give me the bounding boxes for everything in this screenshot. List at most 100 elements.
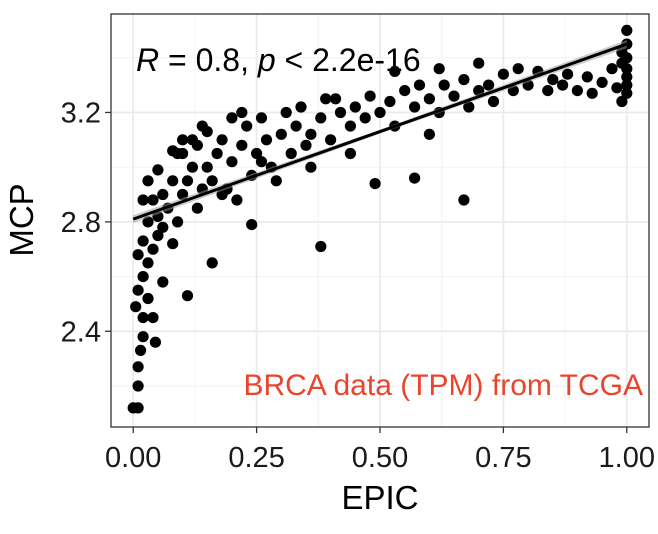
data-point (300, 139, 312, 151)
data-point (315, 240, 327, 253)
data-point (571, 85, 584, 97)
data-point (172, 216, 184, 228)
regression-line (132, 42, 628, 221)
data-point (135, 344, 147, 356)
data-point (344, 120, 356, 132)
data-point (596, 76, 608, 88)
data-point (611, 82, 623, 94)
data-point (423, 93, 435, 105)
data-point (137, 194, 149, 206)
data-points (127, 24, 633, 414)
data-point (206, 257, 218, 269)
data-point (409, 101, 421, 113)
data-point (191, 202, 203, 214)
data-point (147, 312, 159, 324)
data-point (226, 156, 238, 168)
data-point (497, 68, 509, 80)
data-point (305, 128, 317, 140)
data-point (255, 156, 268, 168)
y-tick-label: 2.8 (61, 207, 101, 239)
data-point (130, 301, 142, 313)
data-point (547, 74, 559, 86)
data-point (616, 57, 628, 69)
data-point (157, 188, 169, 201)
data-point (137, 331, 149, 343)
regression-line-group (132, 40, 628, 224)
data-point (260, 134, 273, 146)
data-point (433, 63, 445, 75)
data-point (280, 106, 292, 119)
data-point (236, 106, 248, 119)
data-point (389, 65, 401, 77)
data-point (290, 120, 302, 132)
data-point (616, 95, 628, 108)
data-point (621, 24, 633, 36)
data-point (369, 178, 381, 190)
data-point (255, 112, 268, 124)
data-point (542, 85, 554, 97)
data-point (330, 93, 342, 105)
x-tick-label: 0.50 (352, 442, 408, 474)
data-point (167, 238, 179, 250)
data-point (285, 147, 297, 160)
data-point (512, 63, 524, 75)
data-point (364, 90, 376, 102)
data-point (349, 101, 361, 113)
data-point (142, 292, 154, 305)
data-point (458, 194, 470, 206)
x-axis-title: EPIC (341, 479, 418, 516)
data-point (305, 161, 317, 173)
data-point (137, 312, 149, 324)
y-axis-title: MCP (3, 183, 40, 256)
r-value: = 0.8, (159, 42, 258, 78)
y-axis-ticks: 2.4 2.8 3.2 (61, 97, 111, 348)
data-point (149, 336, 161, 348)
data-point (621, 79, 633, 91)
data-point (216, 134, 228, 146)
data-point (137, 271, 149, 283)
data-point (487, 95, 500, 108)
data-point (201, 161, 213, 173)
data-point (557, 79, 569, 91)
data-point (132, 249, 144, 261)
data-point (399, 85, 411, 97)
x-tick-label: 1.00 (599, 442, 655, 474)
data-point (186, 161, 198, 173)
data-point (483, 79, 495, 91)
data-point (458, 74, 470, 86)
data-point (413, 79, 426, 91)
r-symbol: R (136, 42, 159, 78)
data-point (270, 175, 282, 187)
x-tick-label: 0.25 (228, 442, 284, 474)
p-symbol: p (257, 42, 276, 78)
data-point (152, 229, 164, 242)
data-point (241, 120, 253, 132)
data-point (409, 172, 421, 184)
data-point (325, 134, 337, 146)
data-point (147, 243, 159, 255)
data-point (211, 147, 223, 160)
data-point (201, 126, 213, 138)
y-tick-label: 3.2 (61, 97, 101, 129)
data-point (315, 112, 327, 124)
data-point (167, 145, 179, 157)
data-point (251, 147, 263, 160)
data-point (132, 361, 144, 373)
data-point (246, 219, 258, 231)
data-point (167, 175, 179, 187)
data-point (295, 101, 307, 113)
data-point (132, 402, 144, 414)
data-point (586, 87, 598, 99)
data-point (181, 290, 194, 302)
correlation-annotation: R = 0.8, p < 2.2e-16 (136, 42, 421, 78)
data-point (423, 128, 435, 140)
data-point (438, 79, 450, 91)
data-point (142, 216, 154, 228)
x-axis-ticks: 0.00 0.25 0.50 0.75 1.00 (105, 427, 655, 474)
data-point (191, 139, 203, 151)
data-point (142, 175, 154, 187)
grid-major (111, 14, 649, 427)
data-point (157, 276, 169, 288)
x-tick-label: 0.75 (475, 442, 531, 474)
